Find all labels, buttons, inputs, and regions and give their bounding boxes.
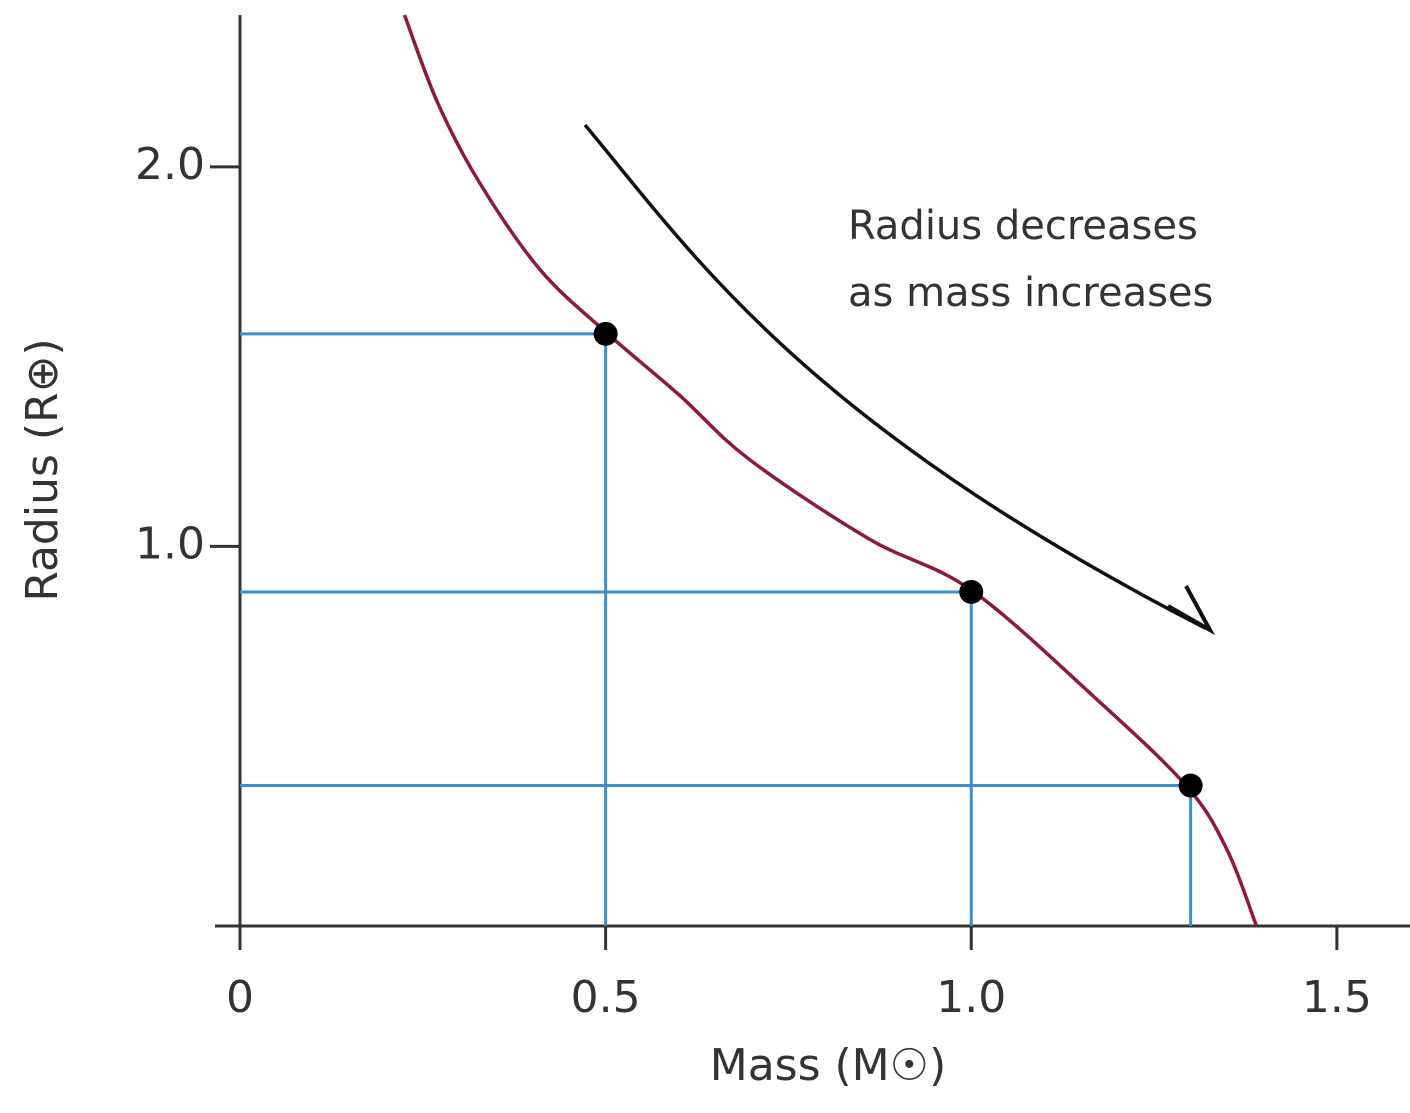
curve <box>402 14 1259 927</box>
y-tick-label: 1.0 <box>135 518 205 569</box>
y-axis-label: Radius (R⊕) <box>17 338 68 601</box>
point <box>593 321 618 346</box>
arrow-head <box>1167 585 1216 636</box>
point <box>959 579 984 604</box>
annotation-arrow <box>583 123 1206 630</box>
x-axis-label: Mass (M☉) <box>710 1040 947 1091</box>
annotation: as mass increases <box>848 270 1213 316</box>
annotation: Radius decreases <box>848 203 1198 249</box>
x-tick-label: 1.5 <box>1302 972 1372 1023</box>
point <box>1178 773 1203 798</box>
x-tick-label: 1.0 <box>936 972 1006 1023</box>
x-tick-label: 0 <box>226 972 254 1023</box>
x-tick-label: 0.5 <box>571 972 641 1023</box>
y-tick-label: 2.0 <box>135 139 205 190</box>
